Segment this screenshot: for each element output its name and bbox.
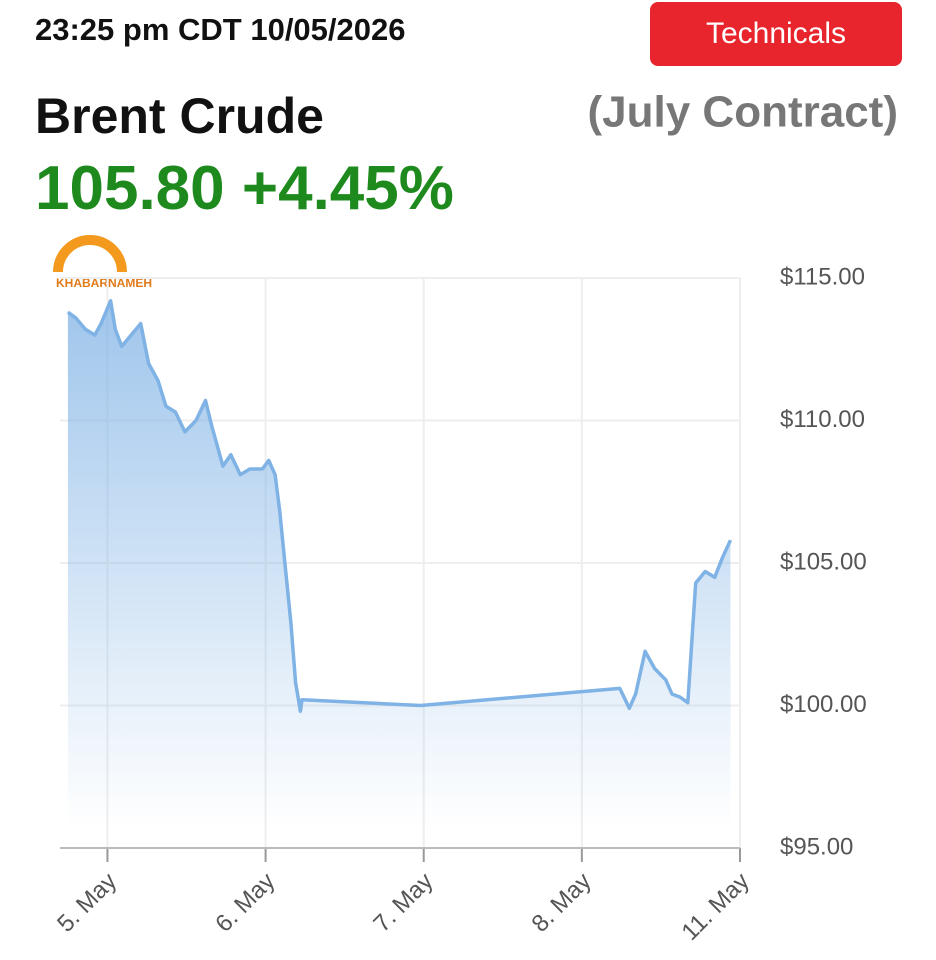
plot: $95.00 $100.00 $105.00 $110.00 $115.00 5. May… [52, 263, 867, 945]
instrument: Brent Crude [35, 88, 324, 144]
price-value: 105.80 [35, 154, 225, 223]
button-label[interactable]: Technicals [706, 17, 846, 50]
y-tick-label: $115.00 [780, 263, 865, 290]
y-tick-label: $95.00 [780, 833, 853, 860]
price-change: +4.45% [242, 154, 454, 223]
x-tick-label: 7. May [368, 868, 438, 938]
line [66, 299, 733, 713]
y-tick-label: $105.00 [780, 548, 867, 575]
x-tick-label: 6. May [210, 868, 280, 938]
y-tick-label: $100.00 [780, 691, 867, 718]
x-tick-label: 11. May [677, 868, 755, 946]
price: 105.80 +4.45% [35, 154, 454, 223]
area [67, 300, 731, 828]
button-bg[interactable] [650, 2, 902, 66]
contract: (July Contract) [588, 88, 898, 137]
logo-arc [53, 235, 127, 273]
watermark: KHABARNAMEH [56, 276, 152, 290]
y-tick-label: $110.00 [780, 406, 865, 433]
technicals-button[interactable]: Technicals [650, 2, 902, 66]
x-tick-label: 5. May [52, 868, 122, 938]
timestamp: 23:25 pm CDT 10/05/2026 [35, 12, 406, 47]
x-tick-label: 8. May [527, 868, 597, 938]
